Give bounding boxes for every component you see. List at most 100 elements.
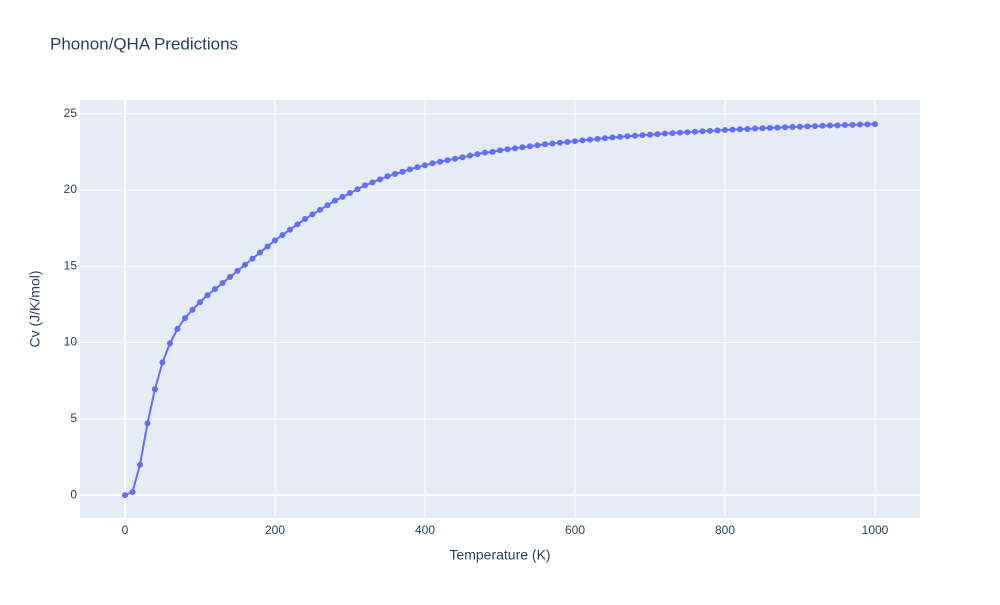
marker bbox=[174, 325, 181, 332]
marker bbox=[827, 122, 833, 129]
marker bbox=[602, 135, 608, 142]
marker bbox=[767, 124, 773, 131]
y-tick-label: 20 bbox=[64, 182, 78, 196]
marker bbox=[594, 135, 601, 142]
marker bbox=[564, 138, 571, 145]
marker bbox=[692, 128, 698, 135]
marker bbox=[272, 237, 278, 244]
marker bbox=[294, 221, 301, 228]
marker bbox=[819, 122, 826, 129]
marker bbox=[872, 121, 878, 128]
marker bbox=[849, 121, 856, 128]
marker bbox=[407, 166, 413, 173]
marker bbox=[474, 151, 481, 158]
marker bbox=[737, 126, 743, 133]
marker bbox=[639, 132, 646, 139]
marker bbox=[617, 133, 623, 140]
marker bbox=[774, 124, 781, 131]
marker bbox=[204, 292, 211, 299]
marker bbox=[504, 146, 511, 153]
plot-area bbox=[80, 100, 920, 518]
marker bbox=[212, 286, 218, 293]
marker bbox=[579, 137, 586, 144]
marker bbox=[167, 340, 173, 347]
marker bbox=[744, 125, 751, 132]
marker bbox=[452, 155, 458, 162]
y-tick-label: 15 bbox=[64, 258, 78, 272]
marker bbox=[182, 315, 188, 322]
marker bbox=[482, 149, 488, 156]
marker bbox=[437, 158, 443, 165]
marker bbox=[842, 122, 848, 129]
marker bbox=[752, 125, 758, 132]
marker bbox=[557, 139, 563, 146]
marker bbox=[339, 193, 346, 200]
marker bbox=[137, 461, 143, 468]
marker bbox=[219, 280, 226, 287]
marker bbox=[804, 123, 811, 130]
marker bbox=[309, 211, 316, 218]
marker bbox=[812, 123, 818, 130]
marker bbox=[857, 121, 863, 128]
marker bbox=[122, 492, 128, 499]
marker bbox=[572, 138, 578, 145]
marker bbox=[669, 130, 676, 137]
marker bbox=[129, 489, 136, 496]
marker bbox=[429, 160, 436, 167]
marker bbox=[662, 130, 668, 137]
marker bbox=[542, 141, 548, 148]
marker bbox=[444, 157, 451, 164]
marker bbox=[519, 144, 526, 151]
marker bbox=[549, 140, 556, 147]
marker bbox=[414, 164, 421, 171]
marker bbox=[392, 170, 398, 177]
marker bbox=[279, 232, 286, 239]
marker bbox=[677, 129, 683, 136]
x-tick-label: 0 bbox=[122, 523, 129, 537]
marker bbox=[834, 122, 841, 129]
marker bbox=[317, 206, 323, 213]
marker bbox=[654, 131, 661, 138]
marker bbox=[399, 168, 406, 175]
marker bbox=[729, 126, 736, 133]
marker bbox=[227, 273, 233, 280]
x-tick-label: 200 bbox=[265, 523, 285, 537]
y-tick-label: 10 bbox=[64, 335, 78, 349]
marker bbox=[632, 132, 638, 139]
marker bbox=[789, 124, 796, 131]
x-tick-label: 400 bbox=[415, 523, 435, 537]
x-tick-label: 800 bbox=[715, 523, 735, 537]
marker bbox=[369, 179, 376, 186]
marker bbox=[684, 129, 691, 136]
marker bbox=[384, 173, 391, 180]
marker bbox=[362, 182, 368, 189]
marker bbox=[587, 136, 593, 143]
marker bbox=[489, 148, 496, 155]
marker bbox=[707, 127, 713, 134]
marker bbox=[782, 124, 788, 131]
marker bbox=[714, 127, 721, 134]
marker bbox=[864, 121, 871, 128]
marker bbox=[512, 145, 518, 152]
marker bbox=[377, 176, 383, 183]
marker bbox=[234, 267, 241, 274]
marker bbox=[609, 134, 616, 141]
marker bbox=[467, 152, 473, 159]
x-tick-label: 1000 bbox=[862, 523, 889, 537]
marker bbox=[722, 127, 728, 134]
marker bbox=[354, 186, 361, 193]
y-tick-label: 25 bbox=[64, 106, 78, 120]
marker bbox=[242, 261, 248, 268]
marker bbox=[257, 249, 263, 256]
marker bbox=[302, 215, 308, 222]
marker bbox=[422, 162, 428, 169]
marker bbox=[159, 359, 166, 366]
chart-title: Phonon/QHA Predictions bbox=[50, 34, 238, 53]
y-tick-label: 5 bbox=[70, 411, 77, 425]
marker bbox=[287, 226, 293, 233]
marker bbox=[144, 420, 151, 427]
marker bbox=[647, 131, 653, 138]
marker bbox=[534, 142, 541, 149]
marker bbox=[324, 202, 331, 209]
